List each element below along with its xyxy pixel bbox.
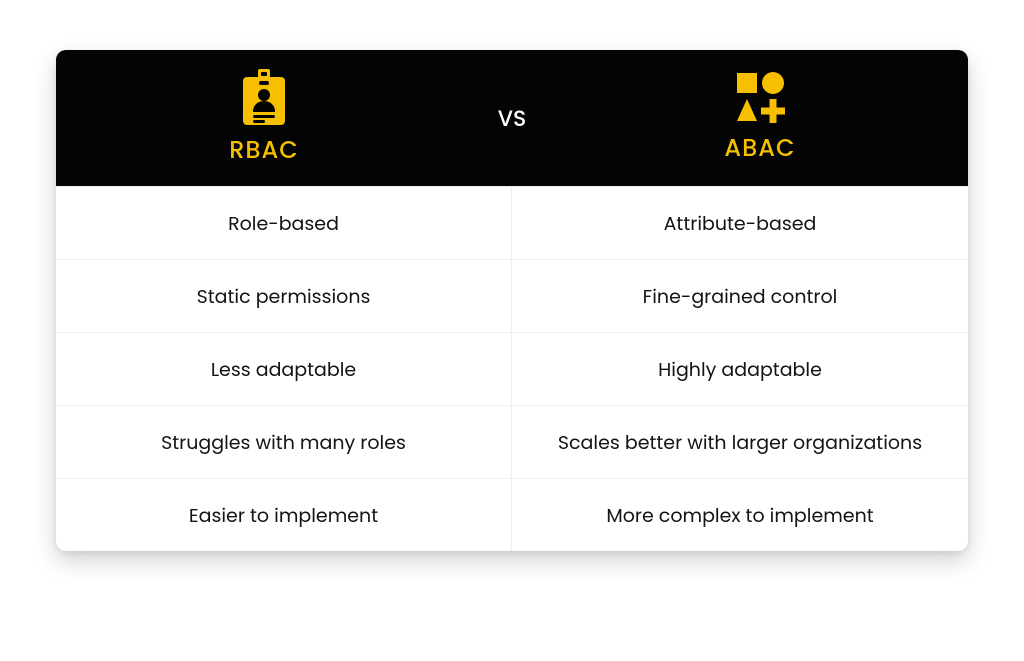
table-row: Static permissions Fine-grained control	[56, 259, 968, 332]
header-right-col: ABAC	[552, 71, 968, 166]
cell-left: Easier to implement	[56, 479, 512, 551]
table-row: Struggles with many roles Scales better …	[56, 405, 968, 478]
id-badge-icon	[239, 69, 289, 127]
cell-left: Role-based	[56, 187, 512, 259]
header-left-col: RBAC	[56, 69, 472, 168]
cell-left: Less adaptable	[56, 333, 512, 405]
table-row: Easier to implement More complex to impl…	[56, 478, 968, 551]
comparison-rows: Role-based Attribute-based Static permis…	[56, 186, 968, 551]
comparison-header: RBAC VS ABAC	[56, 50, 968, 186]
comparison-card: RBAC VS ABAC Role-based	[56, 50, 968, 551]
table-row: Role-based Attribute-based	[56, 186, 968, 259]
header-vs-label: VS	[472, 102, 552, 135]
cell-right: Attribute-based	[512, 187, 968, 259]
table-row: Less adaptable Highly adaptable	[56, 332, 968, 405]
cell-right: Scales better with larger organizations	[512, 406, 968, 478]
cell-right: Highly adaptable	[512, 333, 968, 405]
header-right-label: ABAC	[724, 131, 795, 166]
cell-right: More complex to implement	[512, 479, 968, 551]
cell-left: Struggles with many roles	[56, 406, 512, 478]
header-left-label: RBAC	[229, 133, 299, 168]
shapes-icon	[731, 71, 789, 125]
cell-left: Static permissions	[56, 260, 512, 332]
cell-right: Fine-grained control	[512, 260, 968, 332]
